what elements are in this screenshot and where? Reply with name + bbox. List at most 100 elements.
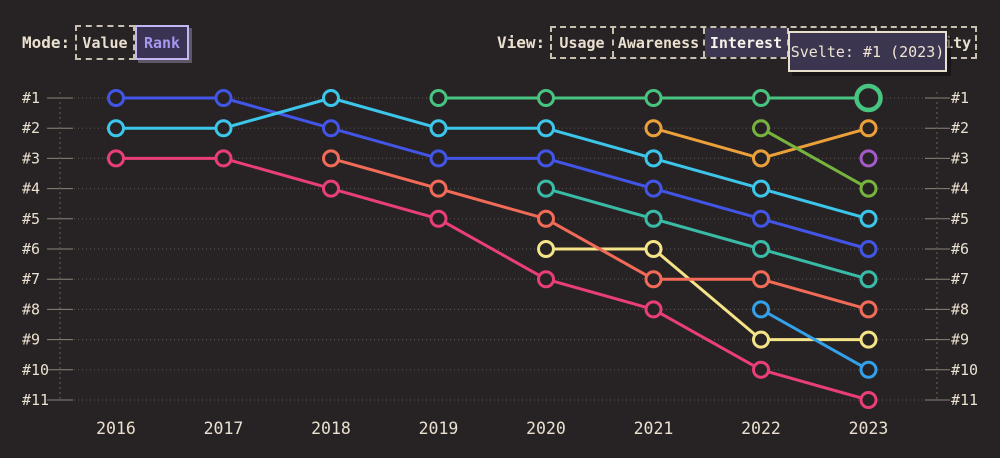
rank-label-right: #7	[951, 270, 969, 288]
data-point-blue-2017[interactable]	[214, 89, 233, 107]
data-point-yellow-2023[interactable]	[859, 330, 878, 349]
rank-label-right: #4	[951, 180, 969, 198]
data-point-orange-2023[interactable]	[859, 119, 878, 138]
data-point-svelte-green-2019[interactable]	[429, 89, 448, 107]
data-point-pink-2020[interactable]	[537, 270, 555, 289]
year-label: 2019	[419, 419, 459, 438]
mode-option-rank[interactable]: Rank	[135, 25, 189, 60]
data-point-blue-2020[interactable]	[537, 149, 555, 168]
data-point-sky-blue-2022[interactable]	[752, 300, 770, 319]
year-label: 2016	[96, 419, 136, 438]
data-point-blue-2016[interactable]	[107, 89, 125, 107]
data-point-teal-2020[interactable]	[537, 179, 555, 198]
series-line-sky-blue	[759, 307, 870, 372]
chart-tooltip-text: Svelte: #1 (2023)	[790, 42, 945, 61]
rank-label-right: #10	[951, 361, 978, 379]
data-point-apple-green-2023[interactable]	[859, 179, 878, 198]
rank-label-left: #8	[22, 300, 40, 318]
data-point-pink-2023[interactable]	[859, 391, 878, 409]
data-point-cyan-2021[interactable]	[644, 149, 663, 168]
data-point-cyan-2016[interactable]	[107, 119, 125, 138]
data-point-salmon-2019[interactable]	[429, 179, 448, 198]
year-label: 2022	[741, 419, 781, 438]
rank-label-right: #5	[951, 210, 969, 228]
data-point-svelte-green-2021[interactable]	[644, 89, 663, 107]
data-point-pink-2021[interactable]	[644, 300, 663, 319]
rank-label-right: #2	[951, 119, 969, 137]
highlighted-data-point[interactable]	[854, 83, 883, 113]
data-point-sky-blue-2023[interactable]	[859, 360, 878, 379]
chart-tooltip: Svelte: #1 (2023)	[788, 31, 947, 72]
view-option-usage[interactable]: Usage	[552, 28, 614, 57]
rank-label-left: #9	[22, 331, 40, 349]
mode-label: Mode:	[22, 33, 71, 52]
view-option-awareness[interactable]: Awareness	[614, 28, 705, 57]
data-point-yellow-2020[interactable]	[537, 240, 555, 258]
data-point-cyan-2019[interactable]	[429, 119, 448, 138]
rank-label-right: #9	[951, 331, 969, 349]
year-label: 2018	[311, 419, 351, 438]
data-point-pink-2016[interactable]	[107, 149, 125, 168]
year-label: 2021	[634, 419, 674, 438]
rank-label-left: #4	[22, 180, 40, 198]
data-point-salmon-2022[interactable]	[752, 270, 770, 289]
rank-label-left: #11	[22, 391, 49, 409]
data-point-orange-2021[interactable]	[644, 119, 663, 138]
data-point-teal-2023[interactable]	[859, 270, 878, 289]
year-label: 2020	[526, 419, 566, 438]
data-point-cyan-2020[interactable]	[537, 119, 555, 138]
data-point-orange-2022[interactable]	[752, 149, 770, 168]
year-label: 2017	[204, 419, 244, 438]
data-point-yellow-2022[interactable]	[752, 330, 770, 349]
data-point-pink-2018[interactable]	[322, 179, 340, 198]
data-point-purple-2023[interactable]	[859, 149, 878, 168]
rank-label-right: #8	[951, 300, 969, 318]
data-point-apple-green-2022[interactable]	[752, 119, 770, 138]
data-point-pink-2022[interactable]	[752, 360, 770, 379]
data-point-pink-2017[interactable]	[214, 149, 233, 168]
data-point-svelte-green-2020[interactable]	[537, 89, 555, 107]
data-point-blue-2022[interactable]	[752, 209, 770, 228]
mode-option-value[interactable]: Value	[75, 25, 135, 60]
data-point-cyan-2018[interactable]	[322, 89, 340, 107]
data-point-blue-2018[interactable]	[322, 119, 340, 138]
rank-label-left: #6	[22, 240, 40, 258]
view-option-interest[interactable]: Interest	[705, 28, 789, 57]
data-point-pink-2019[interactable]	[429, 209, 448, 228]
data-point-cyan-2023[interactable]	[859, 209, 878, 228]
data-point-blue-2021[interactable]	[644, 179, 663, 198]
data-point-svelte-green-2022[interactable]	[752, 89, 770, 107]
rank-label-right: #11	[951, 391, 978, 409]
data-point-teal-2021[interactable]	[644, 209, 663, 228]
rank-label-left: #7	[22, 270, 40, 288]
rank-label-left: #2	[22, 119, 40, 137]
series-line-teal	[544, 187, 870, 281]
rank-label-right: #1	[951, 89, 969, 107]
data-point-cyan-2022[interactable]	[752, 179, 770, 198]
series-line-pink	[114, 156, 870, 402]
year-label: 2023	[849, 419, 889, 438]
data-point-blue-2019[interactable]	[429, 149, 448, 168]
view-label: View:	[497, 33, 546, 52]
data-point-salmon-2023[interactable]	[859, 300, 878, 319]
rank-label-left: #3	[22, 149, 40, 167]
data-point-blue-2023[interactable]	[859, 240, 878, 258]
rank-label-left: #1	[22, 89, 40, 107]
data-point-salmon-2018[interactable]	[322, 149, 340, 168]
rank-label-left: #5	[22, 210, 40, 228]
data-point-teal-2022[interactable]	[752, 240, 770, 258]
data-point-salmon-2020[interactable]	[537, 209, 555, 228]
rank-label-left: #10	[22, 361, 49, 379]
data-point-salmon-2021[interactable]	[644, 270, 663, 289]
rank-label-right: #3	[951, 149, 969, 167]
series-line-apple-green	[759, 126, 870, 191]
data-point-cyan-2017[interactable]	[214, 119, 233, 138]
mode-toggle-group: Value Rank	[75, 25, 189, 60]
series-line-cyan	[114, 96, 870, 221]
series-line-blue	[114, 96, 870, 251]
data-point-yellow-2021[interactable]	[644, 240, 663, 258]
series-line-salmon	[329, 156, 870, 311]
rank-label-right: #6	[951, 240, 969, 258]
